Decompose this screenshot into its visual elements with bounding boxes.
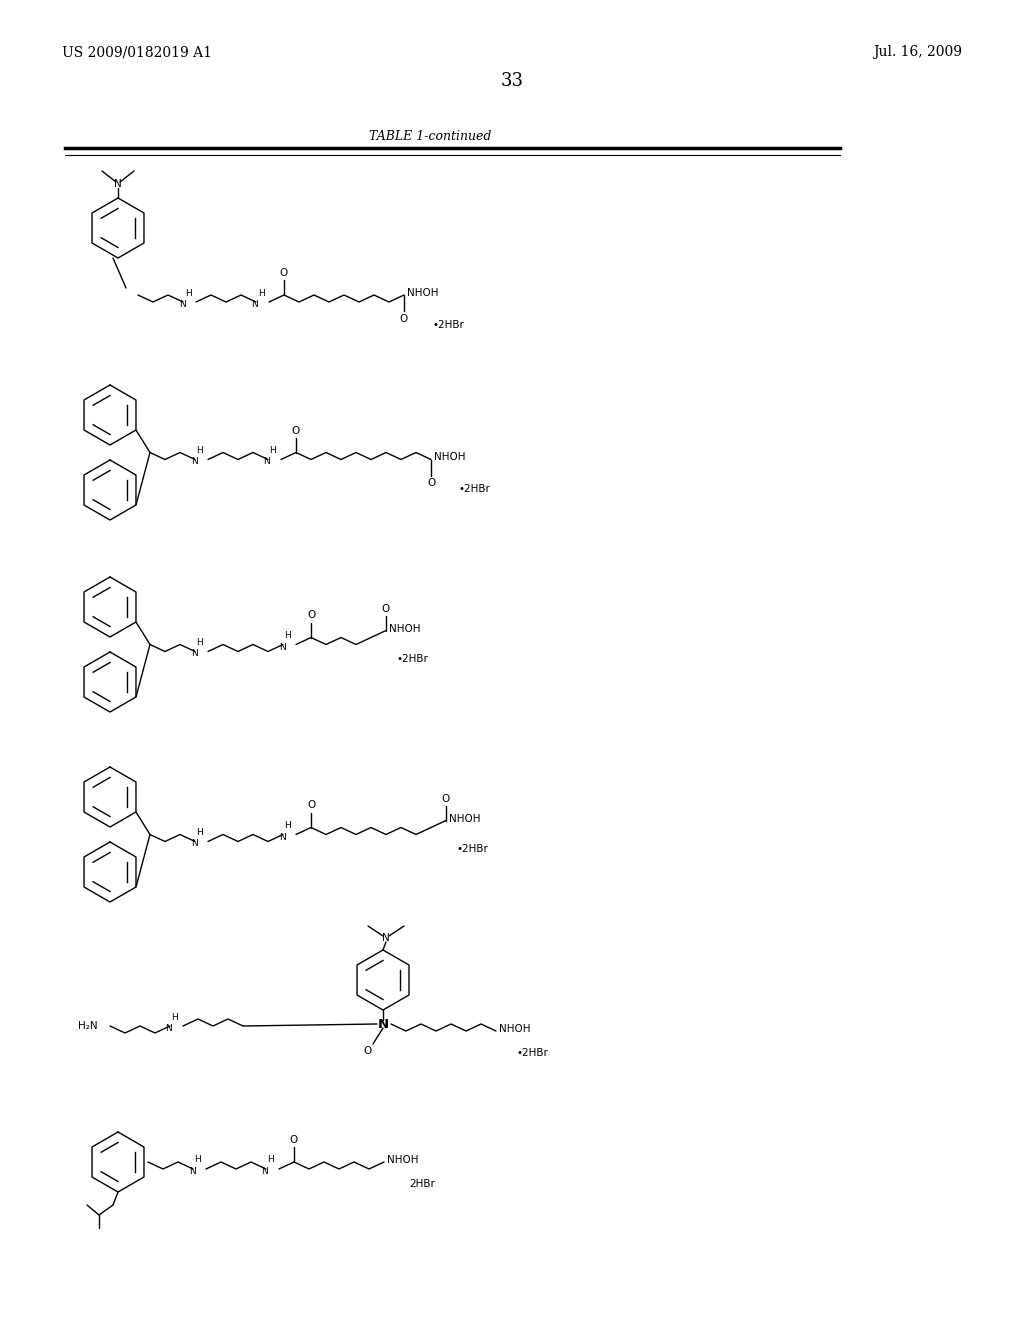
Text: N: N (279, 833, 286, 842)
Text: N: N (261, 1167, 268, 1176)
Text: O: O (280, 268, 288, 279)
Text: 2HBr: 2HBr (409, 1179, 435, 1189)
Text: N: N (114, 180, 122, 189)
Text: •2HBr: •2HBr (459, 484, 490, 495)
Text: H: H (196, 828, 203, 837)
Text: O: O (292, 425, 300, 436)
Text: O: O (427, 479, 435, 488)
Text: N: N (378, 1018, 388, 1031)
Text: H: H (196, 446, 203, 455)
Text: NHOH: NHOH (389, 623, 421, 634)
Text: NHOH: NHOH (499, 1024, 530, 1034)
Text: N: N (166, 1024, 172, 1034)
Text: O: O (307, 800, 315, 810)
Text: H: H (171, 1012, 178, 1022)
Text: H: H (284, 631, 291, 640)
Text: TABLE 1-continued: TABLE 1-continued (369, 129, 492, 143)
Text: NHOH: NHOH (449, 813, 480, 824)
Text: N: N (279, 643, 286, 652)
Text: Jul. 16, 2009: Jul. 16, 2009 (873, 45, 962, 59)
Text: O: O (382, 603, 390, 614)
Text: H₂N: H₂N (78, 1020, 97, 1031)
Text: N: N (188, 1167, 196, 1176)
Text: O: O (307, 610, 315, 620)
Text: H: H (269, 446, 275, 455)
Text: US 2009/0182019 A1: US 2009/0182019 A1 (62, 45, 212, 59)
Text: H: H (284, 821, 291, 830)
Text: N: N (252, 300, 258, 309)
Text: O: O (400, 314, 409, 323)
Text: H: H (194, 1155, 201, 1164)
Text: N: N (382, 933, 390, 942)
Text: N: N (178, 300, 185, 309)
Text: NHOH: NHOH (387, 1155, 419, 1166)
Text: O: O (442, 793, 451, 804)
Text: •2HBr: •2HBr (456, 843, 487, 854)
Text: H: H (267, 1155, 273, 1164)
Text: NHOH: NHOH (407, 288, 438, 298)
Text: •2HBr: •2HBr (516, 1048, 548, 1059)
Text: O: O (362, 1045, 371, 1056)
Text: •2HBr: •2HBr (432, 319, 464, 330)
Text: H: H (258, 289, 265, 297)
Text: N: N (190, 649, 198, 659)
Text: •2HBr: •2HBr (396, 653, 428, 664)
Text: 33: 33 (501, 73, 523, 90)
Text: N: N (263, 458, 270, 466)
Text: H: H (185, 289, 191, 297)
Text: H: H (196, 638, 203, 647)
Text: O: O (290, 1135, 298, 1144)
Text: NHOH: NHOH (434, 453, 466, 462)
Text: N: N (190, 840, 198, 849)
Text: N: N (190, 458, 198, 466)
